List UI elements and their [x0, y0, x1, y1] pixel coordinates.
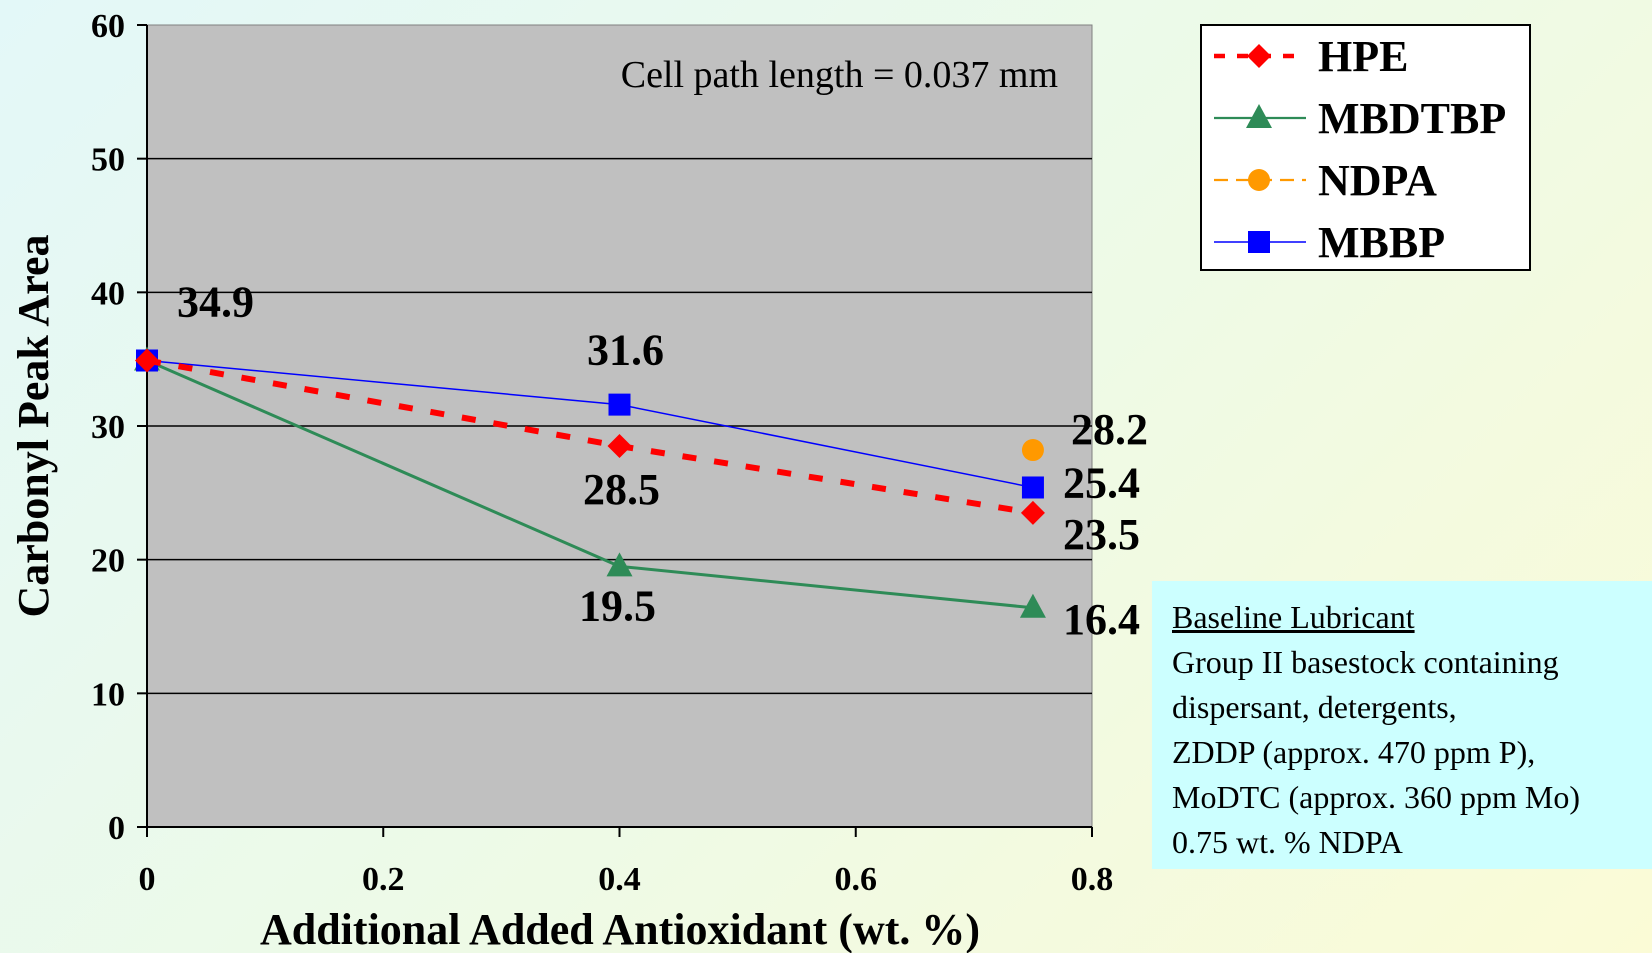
x-tick-label: 0	[139, 861, 156, 898]
y-tick-label: 50	[91, 142, 125, 179]
y-tick-label: 30	[91, 409, 125, 446]
note-line: dispersant, detergents,	[1172, 689, 1457, 725]
y-tick-label: 60	[91, 8, 125, 45]
series-ndpa	[1021, 439, 1044, 462]
data-label-ndpa: 28.2	[1071, 405, 1148, 454]
legend-label-ndpa: NDPA	[1318, 156, 1437, 205]
series-hpe	[135, 348, 1045, 525]
x-tick-label: 0.8	[1071, 861, 1114, 898]
data-label-mbbp: 34.9	[177, 278, 254, 327]
data-labels: 28.5 23.5 19.5 16.4 28.2 34.9 31.6 25.4	[177, 278, 1148, 644]
data-label-mbbp: 25.4	[1063, 458, 1140, 507]
x-tick-label: 0.6	[835, 861, 878, 898]
legend-items: HPE MBDTBP NDPA MBBP	[1214, 32, 1506, 267]
point-ndpa	[1021, 439, 1044, 462]
point-hpe	[1020, 500, 1045, 525]
legend-box	[1200, 24, 1531, 271]
x-tick-label: 0.4	[598, 861, 641, 898]
point-hpe	[135, 348, 159, 373]
note-line: Group II basestock containing	[1172, 644, 1559, 680]
series-layer	[134, 346, 1046, 618]
legend-item-hpe: HPE	[1214, 32, 1408, 81]
legend-item-mbdtbp: MBDTBP	[1214, 94, 1506, 143]
data-label-hpe: 23.5	[1063, 510, 1140, 559]
data-label-mbdtbp: 16.4	[1063, 595, 1140, 644]
axes: 0 10 20 30 40 50 60 0 0.2 0.4 0.6 0.8	[91, 8, 1113, 898]
note-line: 0.75 wt. % NDPA	[1172, 824, 1403, 860]
x-axis-title: Additional Added Antioxidant (wt. %)	[260, 905, 980, 953]
data-label-mbdtbp: 19.5	[579, 581, 656, 630]
point-mbdtbp	[1019, 593, 1046, 618]
legend-marker-mbdtbp	[1246, 104, 1272, 128]
y-axis-title: Carbonyl Peak Area	[9, 235, 58, 618]
y-tick-label: 20	[91, 543, 125, 580]
legend-marker-mbbp	[1248, 231, 1270, 253]
point-mbdtbp	[606, 552, 633, 577]
legend-marker-hpe	[1247, 44, 1271, 68]
y-tick-label: 40	[91, 275, 125, 312]
legend-marker-ndpa	[1248, 169, 1270, 191]
legend-item-mbbp: MBBP	[1214, 218, 1445, 267]
point-mbbp	[608, 393, 631, 416]
point-mbbp	[1021, 476, 1044, 499]
note-title: Baseline Lubricant	[1172, 599, 1415, 635]
baseline-lubricant-note: Baseline Lubricant Group II basestock co…	[1152, 581, 1652, 869]
annotation-cell-path-length: Cell path length = 0.037 mm	[621, 54, 1058, 96]
point-hpe	[607, 434, 632, 459]
data-label-hpe: 28.5	[583, 465, 660, 514]
x-tick-label: 0.2	[362, 861, 405, 898]
y-tick-label: 10	[91, 676, 125, 713]
note-line: ZDDP (approx. 470 ppm P),	[1172, 734, 1536, 770]
legend-label-mbbp: MBBP	[1318, 218, 1445, 267]
legend: HPE MBDTBP NDPA MBBP	[1200, 24, 1531, 271]
y-tick-label: 0	[108, 810, 125, 847]
legend-label-mbdtbp: MBDTBP	[1318, 94, 1506, 143]
legend-label-hpe: HPE	[1318, 32, 1408, 81]
note-line: MoDTC (approx. 360 ppm Mo)	[1172, 779, 1580, 815]
data-label-mbbp: 31.6	[587, 326, 664, 375]
legend-item-ndpa: NDPA	[1214, 156, 1437, 205]
